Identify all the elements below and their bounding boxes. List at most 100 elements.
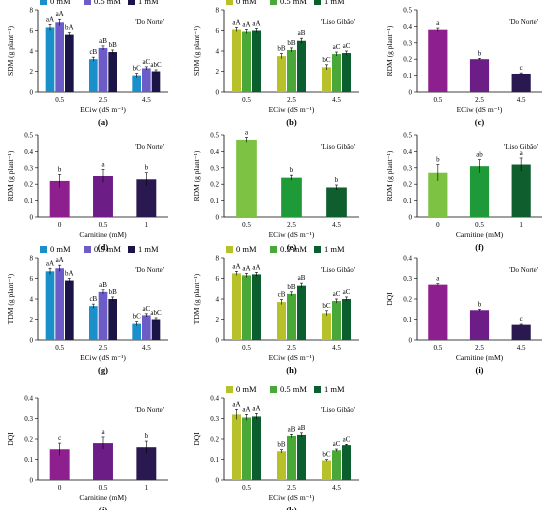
y-axis-label: DQI (192, 432, 201, 446)
bar (93, 176, 113, 217)
significance-label: b (335, 176, 339, 184)
chart-f: 0 0.1 0.2 0.3 0.4 0.5 RDM (g plant⁻¹) 'Liso Gib… (385, 132, 542, 252)
legend-swatch (314, 386, 321, 393)
chart-title: 'Do Norte' (135, 18, 164, 26)
bar (89, 306, 98, 340)
y-tick-label: 4 (30, 48, 34, 56)
chart-title: 'Do Norte' (509, 266, 538, 274)
bar (297, 40, 306, 92)
x-tick-label: 0.5 (433, 344, 442, 352)
y-tick-label: 2 (216, 68, 220, 76)
y-tick-label: 0.3 (210, 164, 219, 172)
x-axis-label: Carnitine (mM) (79, 493, 127, 502)
legend-label: 1 mM (324, 244, 345, 254)
legend-label: 1 mM (138, 0, 159, 6)
chart-j: 0 0.1 0.2 0.3 0.4 DQI 'Do Norte' 0 c 0.5 a 1 b Carnit… (6, 395, 168, 510)
y-tick-label: 8 (216, 7, 220, 15)
legend-swatch (84, 0, 91, 5)
panel-caption: (g) (98, 365, 108, 375)
x-axis-label: ECiw (dS m⁻¹) (269, 493, 315, 502)
panel-caption: (a) (98, 117, 108, 127)
significance-label: bC (322, 302, 331, 310)
x-tick-label: 0.5 (242, 484, 251, 492)
legend-label: 0.5 mM (94, 244, 121, 254)
legend-swatch (40, 246, 47, 253)
bar (469, 310, 490, 340)
legend-swatch (128, 246, 135, 253)
y-tick-label: 0 (30, 214, 34, 222)
chart-title: 'Liso Gibão' (321, 266, 355, 274)
y-tick-label: 6 (30, 275, 34, 283)
x-tick-label: 0.5 (99, 221, 108, 229)
legend-swatch (314, 246, 321, 253)
x-tick-label: 1 (519, 221, 523, 229)
significance-label: bB (109, 41, 118, 49)
y-tick-label: 0.1 (210, 456, 219, 464)
significance-label: aA (242, 20, 250, 28)
significance-label: b (478, 300, 482, 308)
bar (142, 68, 151, 92)
y-tick-label: 0.1 (403, 197, 412, 205)
bar (342, 299, 351, 340)
significance-label: aB (298, 424, 306, 432)
bar (45, 271, 55, 340)
legend-label: 1 mM (138, 244, 159, 254)
panel-caption: (i) (475, 365, 483, 375)
bar (55, 22, 64, 92)
legend-label: 0.5 mM (280, 384, 307, 394)
significance-label: aB (99, 37, 107, 45)
y-tick-label: 2 (30, 68, 34, 76)
significance-label: aA (232, 262, 240, 270)
x-axis-label: Carnitine (mM) (456, 353, 504, 362)
bar (326, 187, 347, 217)
bar (108, 52, 117, 92)
significance-label: aC (333, 43, 341, 51)
significance-label: aC (343, 435, 351, 443)
y-axis-label: SDM (g plant⁻¹) (192, 26, 201, 76)
legend-swatch (226, 0, 233, 5)
x-axis-label: ECiw (dS m⁻¹) (457, 105, 503, 114)
y-tick-label: 0.1 (403, 72, 412, 80)
x-tick-label: 0.5 (433, 96, 442, 104)
y-tick-label: 6 (216, 275, 220, 283)
x-axis-label: ECiw (dS m⁻¹) (269, 353, 315, 362)
significance-label: aA (252, 404, 260, 412)
y-axis-label: DQI (6, 432, 15, 446)
y-tick-label: 0.5 (24, 132, 33, 140)
y-tick-label: 0.1 (24, 197, 33, 205)
x-tick-label: 2.5 (475, 96, 484, 104)
bar (232, 273, 241, 340)
bar (277, 302, 286, 340)
significance-label: a (101, 160, 105, 168)
significance-label: bB (287, 39, 296, 47)
y-tick-label: 4 (216, 48, 220, 56)
y-tick-label: 0 (216, 477, 220, 485)
bar (332, 450, 341, 480)
bar (89, 59, 98, 92)
y-tick-label: 0 (216, 214, 220, 222)
y-tick-label: 0.4 (403, 23, 412, 31)
x-tick-label: 4.5 (517, 96, 526, 104)
y-axis-label: DQI (385, 292, 394, 306)
significance-label: b (290, 166, 294, 174)
y-tick-label: 0.2 (403, 296, 412, 304)
significance-label: aC (343, 288, 351, 296)
legend-swatch (226, 246, 233, 253)
significance-label: cB (89, 48, 97, 56)
x-axis-label: Carnitine (mM) (79, 230, 127, 239)
significance-label: aB (99, 281, 107, 289)
bar (65, 34, 74, 92)
significance-label: abC (150, 61, 162, 69)
chart-title: 'Do Norte' (509, 18, 538, 26)
significance-label: bA (65, 270, 74, 278)
bar (252, 30, 261, 92)
legend-label: 0.5 mM (280, 0, 307, 6)
significance-label: bB (277, 45, 286, 53)
bar (287, 49, 296, 92)
significance-label: aA (56, 256, 64, 264)
bar (98, 291, 108, 340)
bar (287, 435, 296, 480)
chart-title: 'Do Norte' (135, 143, 164, 151)
